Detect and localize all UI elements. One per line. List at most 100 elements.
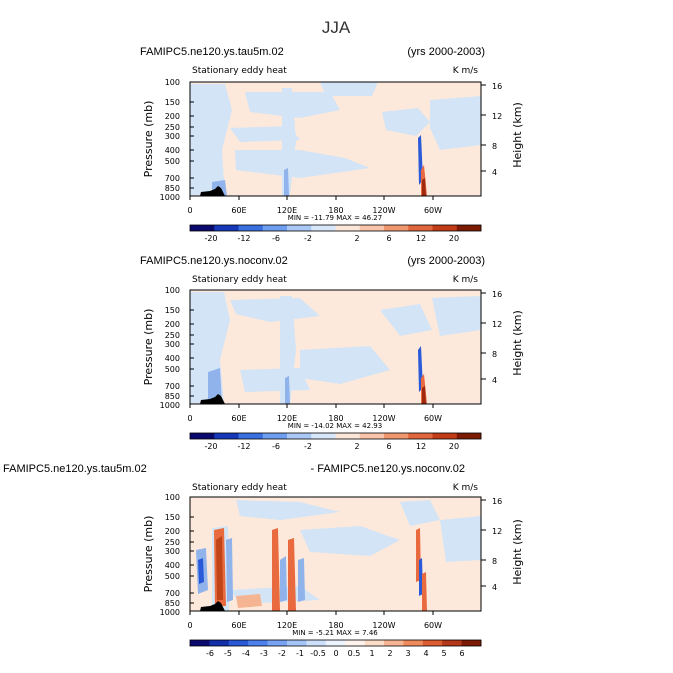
panel-3-colorbar-label: 0.5	[348, 649, 361, 658]
panel-2-colorbar-swatch	[408, 433, 433, 439]
panel-1-colorbar-swatch	[432, 225, 458, 231]
panel-1: FAMIPC5.ne120.ys.tau5m.02 (yrs 2000-2003…	[140, 46, 524, 243]
panel-2-ytick-label: 850	[165, 392, 180, 401]
panel-3-colorbar-swatch	[442, 640, 462, 646]
panel-2-colorbar-swatch	[214, 433, 239, 439]
panel-2-ytick-label: 200	[165, 320, 180, 329]
panel-3-ytick-label: 400	[165, 561, 180, 570]
panel-1-colorbar-frame	[189, 224, 482, 232]
panel-3-ytick-label: 1000	[160, 608, 180, 617]
panel-3-colorbar-label: 4	[423, 649, 428, 658]
panel-2-title-right: (yrs 2000-2003)	[407, 255, 485, 267]
panel-2-ytick-label: 300	[165, 340, 180, 349]
panel-1-subtitle-right: K m/s	[453, 66, 479, 76]
panel-2-xtick-label: 120E	[277, 414, 297, 423]
panel-3-colorbar-swatch	[267, 640, 288, 646]
panel-3-colorbar-swatch	[325, 640, 346, 646]
panel-3-colorbar-swatch	[384, 640, 404, 646]
panel-2-colorbar-label: 20	[449, 442, 459, 451]
panel-1-title-left: FAMIPC5.ne120.ys.tau5m.02	[140, 46, 284, 58]
panel-3-colorbar-label: 1	[369, 649, 374, 658]
panel-1-colorbar-swatch	[311, 225, 336, 231]
panel-2: FAMIPC5.ne120.ys.noconv.02 (yrs 2000-200…	[140, 255, 524, 451]
panel-3-colorbar-swatch	[345, 640, 365, 646]
panel-2-colorbar-swatch	[287, 433, 312, 439]
panel-3-xtick-label: 180	[328, 621, 343, 630]
panel-2-colorbar-swatch	[359, 433, 385, 439]
panel-3-colorbar-label: -6	[206, 649, 214, 658]
panel-3-colorbar-label: -5	[224, 649, 232, 658]
panel-1-ytick-label: 200	[165, 112, 180, 121]
panel-1-xtick-label: 120W	[372, 206, 395, 215]
panel-3-colorbar-label: -0.5	[310, 649, 326, 658]
panel-3-ytick-right-label: 16	[492, 497, 502, 506]
panel-3-colorbar-swatch	[306, 640, 327, 646]
panel-1-ylabel: Pressure (mb)	[142, 101, 155, 178]
panel-3-ylabel: Pressure (mb)	[142, 516, 155, 593]
panel-3-colorbar-label: 0	[333, 649, 338, 658]
panel-2-ytick-label: 400	[165, 354, 180, 363]
panel-2-ytick-label: 250	[165, 331, 180, 340]
panel-2-colorbar-label: -20	[204, 442, 217, 451]
panel-1-colorbar-label: -20	[204, 234, 217, 243]
panel-1-colorbar-swatch	[238, 225, 264, 231]
panel-3-ytick-label: 250	[165, 538, 180, 547]
panel-2-topography	[200, 394, 225, 404]
panel-3-ytick-label: 100	[165, 493, 180, 502]
panel-2-ytick-label: 500	[165, 365, 180, 374]
panel-1-colorbar-swatch	[408, 225, 433, 231]
panel-2-colorbar-swatch	[262, 433, 288, 439]
panel-3-colorbar-frame	[189, 639, 482, 647]
panel-1-xtick-label: 60E	[231, 206, 246, 215]
panel-1-title-right: (yrs 2000-2003)	[407, 46, 485, 58]
panel-1-colorbar-label: 12	[416, 234, 426, 243]
panel-1-colorbar-swatch	[287, 225, 312, 231]
panel-3-ytick-label: 300	[165, 547, 180, 556]
panel-3-ytick-label: 500	[165, 572, 180, 581]
panel-1-contour-field	[190, 82, 481, 196]
panel-3-xtick-label: 60E	[231, 621, 246, 630]
panel-2-ytick-label: 150	[165, 306, 180, 315]
panel-3-title-left: FAMIPC5.ne120.ys.tau5m.02	[3, 463, 147, 475]
panel-3-colorbar-swatch	[422, 640, 443, 646]
panel-2-colorbar-swatch	[335, 433, 361, 439]
panel-3-contour-field	[196, 500, 481, 611]
panel-1-colorbar-swatch	[335, 225, 361, 231]
panel-3-colorbar-swatch	[228, 640, 249, 646]
panel-1-xtick-label: 180	[328, 206, 343, 215]
panel-2-colorbar-label: -2	[304, 442, 312, 451]
panel-1-ytick-label: 300	[165, 132, 180, 141]
panel-2-colorbar-swatch	[432, 433, 458, 439]
panel-1-ytick-right-label: 16	[492, 82, 502, 91]
panel-1-ytick-right-label: 4	[492, 168, 497, 177]
panel-3: FAMIPC5.ne120.ys.tau5m.02 - FAMIPC5.ne12…	[3, 463, 524, 658]
panel-1-ytick-label: 100	[165, 78, 180, 87]
panel-2-ytick-right-label: 4	[492, 376, 497, 385]
panel-3-xtick-label: 120W	[372, 621, 395, 630]
panel-3-subtitle-right: K m/s	[453, 483, 479, 493]
panel-3-ytick-label: 150	[165, 513, 180, 522]
panel-2-xtick-label: 60W	[424, 414, 442, 423]
panel-1-colorbar-swatch	[214, 225, 239, 231]
panel-1-colorbar-swatch	[384, 225, 409, 231]
panel-3-ytick-right-label: 12	[492, 527, 502, 536]
panel-2-xtick-label: 0	[187, 414, 192, 423]
panel-3-topography	[200, 601, 225, 611]
panel-3-colorbar-swatch	[364, 640, 385, 646]
panel-3-colorbar-label: 5	[441, 649, 446, 658]
panel-2-title-left: FAMIPC5.ne120.ys.noconv.02	[140, 255, 288, 267]
panel-3-colorbar-label: 3	[405, 649, 410, 658]
panel-2-xtick-label: 180	[328, 414, 343, 423]
panel-2-subtitle-left: Stationary eddy heat	[192, 275, 287, 285]
panel-2-contour-field	[190, 292, 481, 404]
panel-2-ytick-right-label: 16	[492, 290, 502, 299]
panel-2-colorbar-swatch	[456, 433, 482, 439]
panel-3-xtick-label: 120E	[277, 621, 297, 630]
panel-1-ytick-label: 150	[165, 98, 180, 107]
panel-3-colorbar-label: 2	[387, 649, 392, 658]
panel-1-colorbar-label: -6	[272, 234, 280, 243]
panel-1-ytick-label: 500	[165, 157, 180, 166]
panel-3-ytick-label: 200	[165, 527, 180, 536]
panel-3-title-right: - FAMIPC5.ne120.ys.noconv.02	[311, 463, 466, 475]
